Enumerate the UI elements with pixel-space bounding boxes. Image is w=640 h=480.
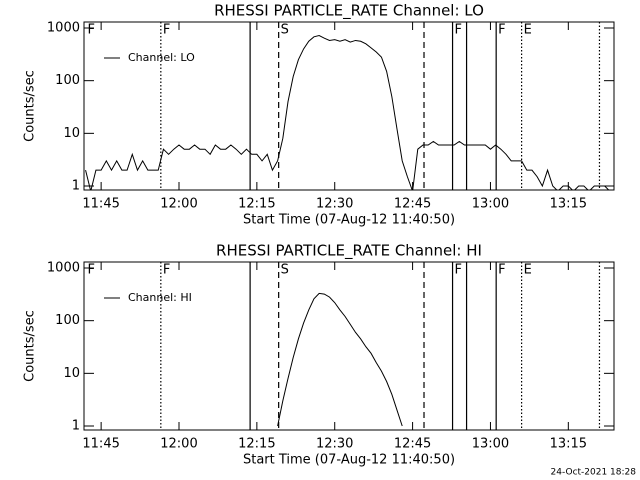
legend-label: Channel: LO [128, 51, 195, 64]
x-tick-label: 11:45 [82, 197, 119, 212]
event-marker-label: F [163, 263, 170, 278]
y-tick-label: 1000 [47, 21, 80, 36]
x-tick-label: 13:00 [472, 437, 509, 452]
x-tick-label: 12:45 [394, 197, 431, 212]
footer-date: 24-Oct-2021 18:28 [551, 468, 637, 478]
event-marker-label: E [524, 23, 532, 38]
x-tick-label: 12:30 [316, 197, 353, 212]
plot-frame [83, 261, 615, 431]
event-marker-label: F [498, 263, 505, 278]
event-marker-label: F [88, 23, 95, 38]
y-tick-label: 10 [63, 126, 80, 141]
chart-title: RHESSI PARTICLE_RATE Channel: LO [214, 2, 484, 21]
event-marker-label: F [163, 23, 170, 38]
x-tick-label: 12:30 [316, 437, 353, 452]
x-tick-label: 12:15 [238, 437, 275, 452]
event-marker-label: F [88, 263, 95, 278]
chart-title: RHESSI PARTICLE_RATE Channel: HI [216, 242, 482, 261]
x-tick-label: 12:00 [160, 437, 197, 452]
series-line [85, 34, 610, 190]
y-tick-label: 1000 [47, 261, 80, 276]
series-line [277, 292, 403, 427]
x-axis-label: Start Time (07-Aug-12 11:40:50) [243, 213, 455, 228]
x-tick-label: 11:45 [82, 437, 119, 452]
x-tick-label: 12:15 [238, 197, 275, 212]
y-tick-label: 100 [55, 313, 80, 328]
event-marker-label: E [524, 263, 532, 278]
x-tick-label: 13:15 [550, 437, 587, 452]
x-tick-label: 12:00 [160, 197, 197, 212]
event-marker-label: S [281, 263, 289, 278]
y-tick-label: 100 [55, 73, 80, 88]
y-tick-label: 1 [72, 419, 80, 434]
x-tick-label: 13:15 [550, 197, 587, 212]
x-tick-label: 13:00 [472, 197, 509, 212]
event-marker-label: F [455, 23, 462, 38]
event-marker-label: F [498, 23, 505, 38]
y-tick-label: 1 [72, 179, 80, 194]
plot-frame [83, 21, 615, 191]
y-tick-label: 10 [63, 366, 80, 381]
legend-label: Channel: HI [128, 291, 192, 304]
y-axis-label: Counts/sec [23, 310, 38, 382]
y-axis-label: Counts/sec [23, 70, 38, 142]
x-tick-label: 12:45 [394, 437, 431, 452]
x-axis-label: Start Time (07-Aug-12 11:40:50) [243, 453, 455, 468]
event-marker-label: S [281, 23, 289, 38]
event-marker-label: F [455, 263, 462, 278]
